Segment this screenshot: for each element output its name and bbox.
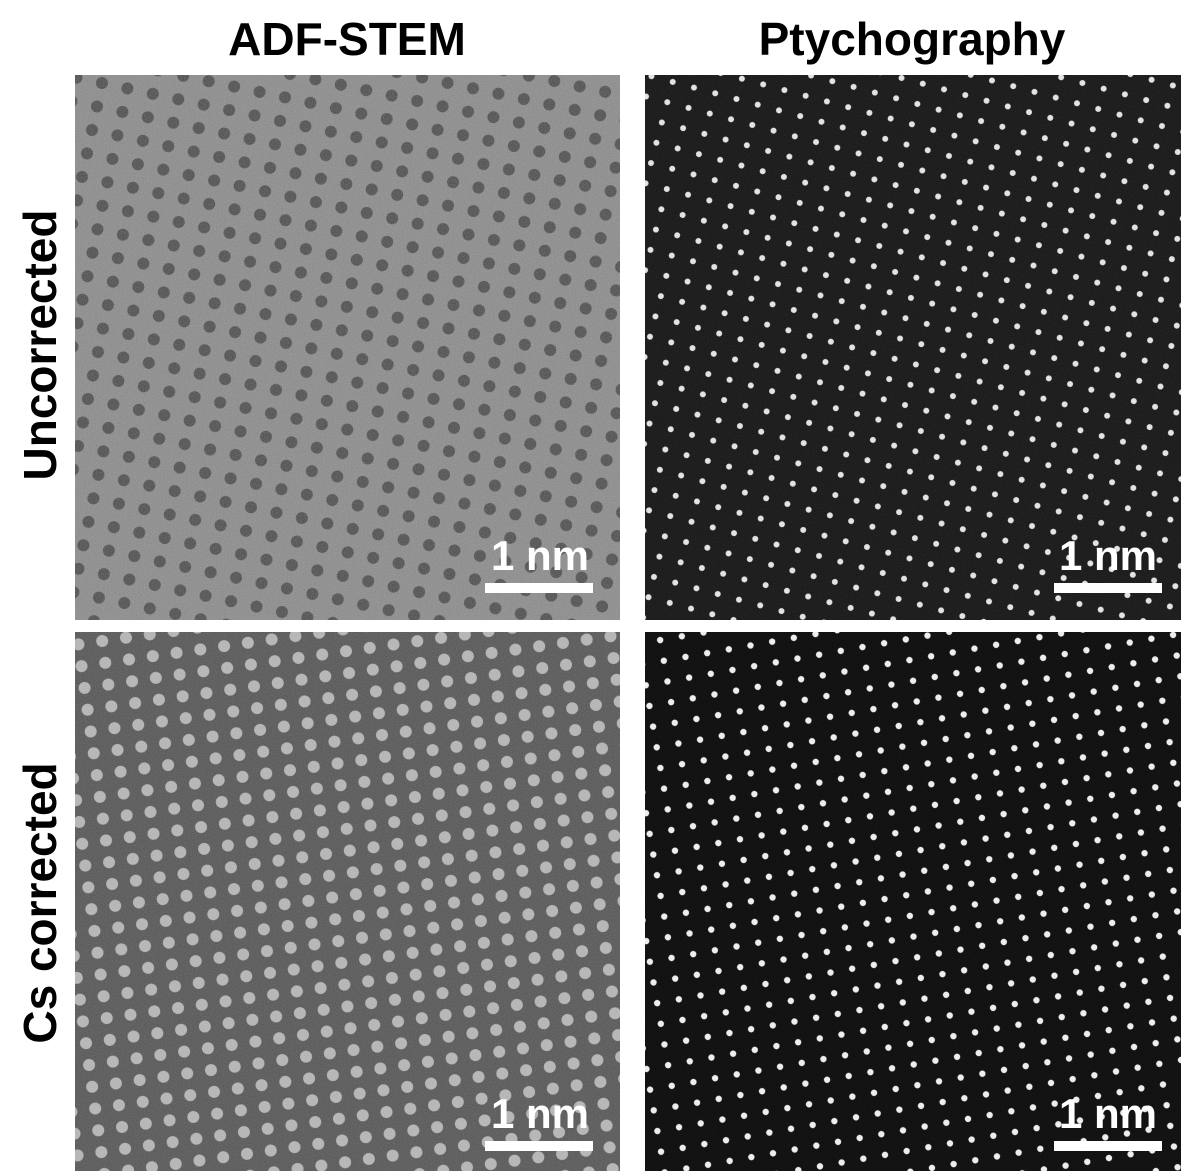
panel: 1 nm — [645, 632, 1181, 1171]
scale-bar — [485, 1141, 593, 1151]
scale-bar-label: 1 nm — [491, 1090, 589, 1137]
panel: 1 nm — [645, 75, 1181, 620]
scale-bar-label: 1 nm — [1059, 1090, 1157, 1137]
scale-bar-label: 1 nm — [491, 532, 589, 579]
figure: ADF-STEM Ptychography Uncorrected Cs cor… — [0, 0, 1181, 1171]
scale-bar-label: 1 nm — [1059, 532, 1157, 579]
column-title: ADF-STEM — [228, 13, 466, 65]
row-label: Cs corrected — [14, 762, 66, 1043]
row-label: Uncorrected — [14, 210, 66, 481]
panel: 1 nm — [75, 632, 620, 1171]
scale-bar — [1054, 583, 1162, 593]
panel: 1 nm — [75, 75, 620, 620]
scale-bar — [485, 583, 593, 593]
scale-bar — [1054, 1141, 1162, 1151]
column-title: Ptychography — [759, 13, 1066, 65]
